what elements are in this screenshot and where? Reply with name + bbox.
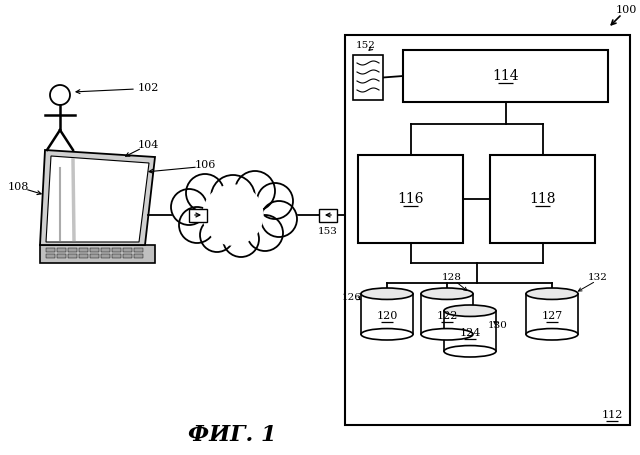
Bar [490,155,595,243]
Bar [353,55,383,100]
Bar [319,208,337,222]
Circle shape [171,189,207,225]
Bar [421,294,473,334]
Text: 132: 132 [588,273,608,283]
Polygon shape [40,150,155,245]
Circle shape [50,85,70,105]
Bar [112,254,121,258]
Bar [46,254,55,258]
Bar [345,35,630,425]
Text: 102: 102 [138,83,159,93]
Text: 104: 104 [138,140,159,150]
Circle shape [247,215,283,251]
Bar [358,155,463,243]
Bar [57,254,66,258]
Bar [79,248,88,252]
Bar [526,294,578,334]
Text: 106: 106 [195,160,216,170]
Bar [112,248,121,252]
Bar [46,248,55,252]
Text: ФИГ. 1: ФИГ. 1 [188,424,276,446]
Ellipse shape [526,329,578,340]
Text: 126: 126 [342,293,362,303]
Circle shape [203,185,263,245]
Text: 152: 152 [356,40,376,50]
Text: 128: 128 [442,273,462,283]
Circle shape [235,171,275,211]
Bar [101,248,110,252]
Bar [403,50,608,102]
Bar [68,254,77,258]
Bar [101,254,110,258]
Text: 108: 108 [7,182,29,192]
Text: 112: 112 [602,410,623,420]
Text: 130: 130 [488,320,508,329]
Bar [79,254,88,258]
Text: 114: 114 [492,69,519,83]
Bar [361,294,413,334]
Bar [68,248,77,252]
Ellipse shape [444,305,496,316]
Circle shape [211,175,255,219]
Text: 153: 153 [318,227,338,236]
Circle shape [179,207,215,243]
Text: 127: 127 [541,311,563,321]
Text: 124: 124 [460,328,481,338]
Bar [134,254,143,258]
Ellipse shape [421,329,473,340]
Ellipse shape [361,329,413,340]
Text: 150: 150 [188,226,208,234]
Circle shape [257,183,293,219]
Bar [123,254,132,258]
Text: 116: 116 [397,192,424,206]
Text: 100: 100 [615,5,637,15]
Circle shape [200,218,234,252]
Bar [134,248,143,252]
Circle shape [186,174,224,212]
Ellipse shape [526,288,578,299]
Text: 120: 120 [376,311,397,321]
Ellipse shape [361,288,413,299]
Circle shape [261,201,297,237]
Text: 122: 122 [436,311,458,321]
Bar [189,208,207,222]
Circle shape [223,221,259,257]
Text: 110: 110 [220,211,246,223]
Ellipse shape [421,288,473,299]
Bar [123,248,132,252]
Bar [444,311,496,351]
Bar [57,248,66,252]
Bar [90,248,99,252]
Polygon shape [46,156,149,242]
Ellipse shape [444,345,496,357]
Bar [40,245,155,263]
Text: 118: 118 [529,192,556,206]
Bar [90,254,99,258]
